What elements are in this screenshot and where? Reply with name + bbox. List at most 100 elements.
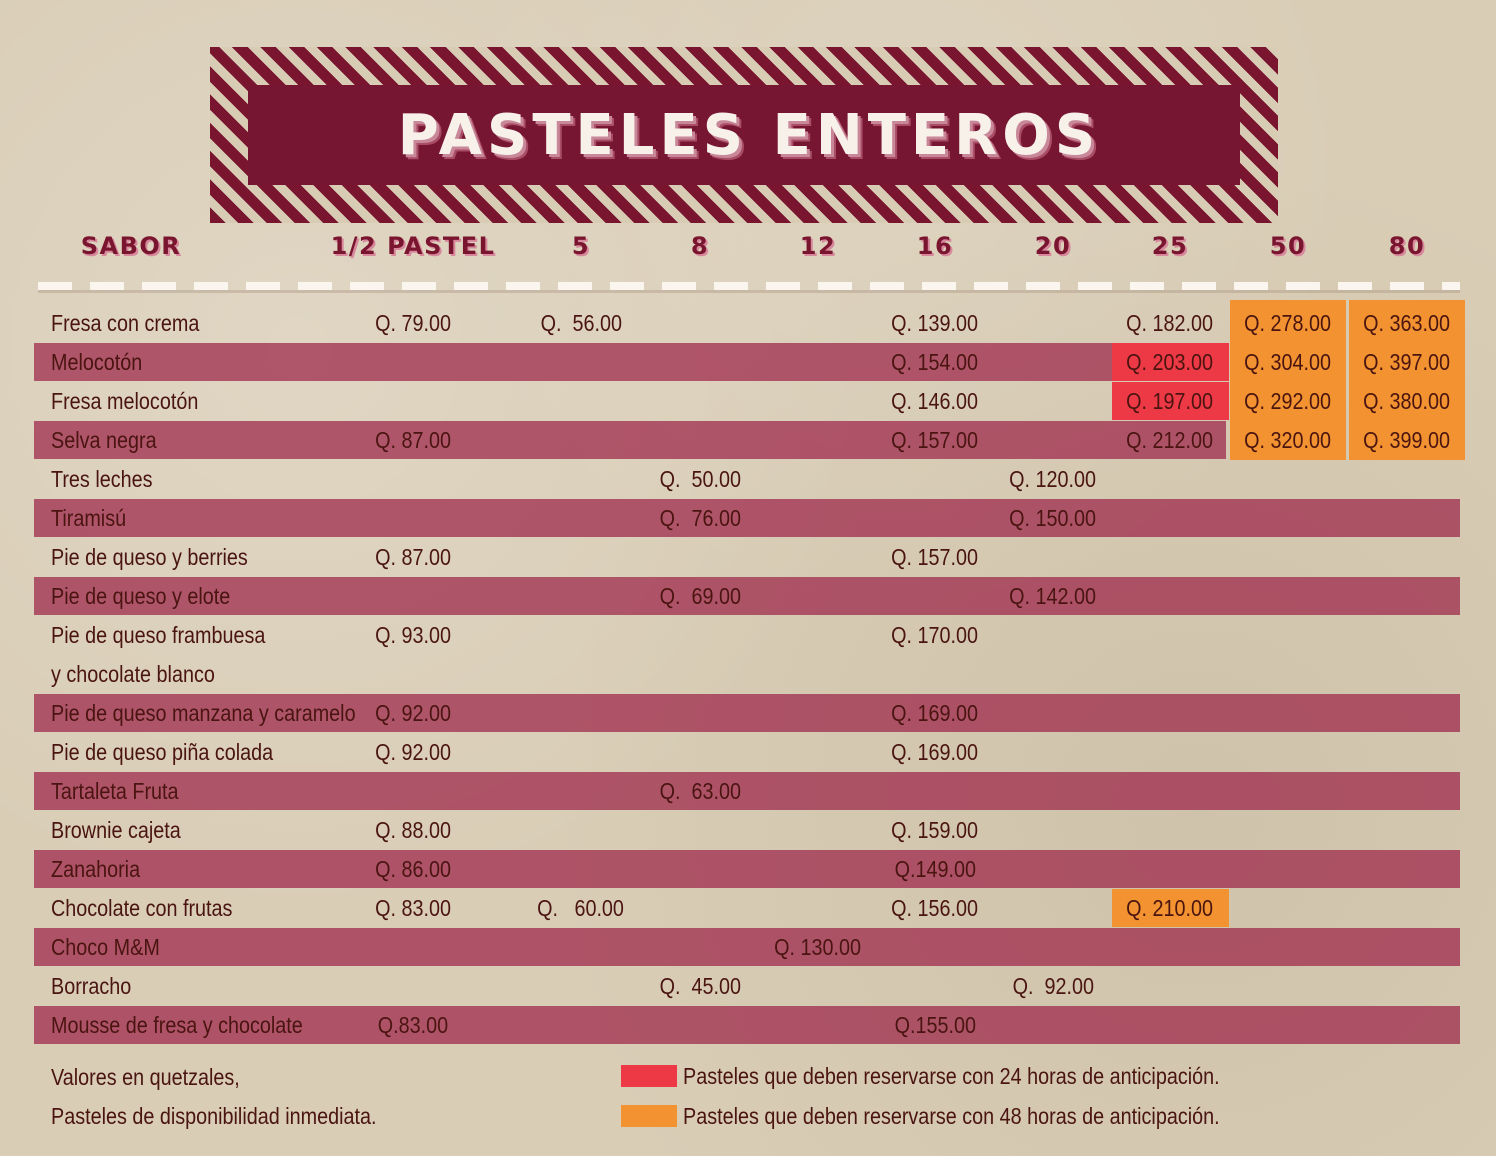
flavor-name: Tiramisú: [51, 505, 127, 531]
price-value: Q. 170.00: [891, 621, 979, 648]
table-row: Fresa con crema: [34, 304, 1460, 342]
price-cell-p25: Q. 182.00: [1112, 304, 1229, 342]
price-value: Q. 69.00: [659, 582, 741, 609]
price-cell-p16: Q. 170.00: [877, 616, 994, 654]
price-cell-p80-orange: Q. 397.00: [1348, 343, 1465, 381]
price-cell-p16: Q. 154.00: [877, 343, 994, 381]
price-value: Q. 157.00: [891, 543, 979, 570]
table-row: Chocolate con frutas: [34, 889, 1460, 927]
price-cell-p8: Q. 76.00: [642, 499, 759, 537]
flavor-name: Zanahoria: [51, 856, 141, 882]
price-cell-p50-orange: Q. 278.00: [1229, 304, 1346, 342]
price-value: Q. 399.00: [1363, 426, 1450, 453]
price-cell-half: Q. 79.00: [355, 304, 472, 342]
price-value: Q. 60.00: [537, 894, 625, 921]
price-value: Q. 79.00: [375, 309, 451, 336]
price-value: Q. 88.00: [375, 816, 451, 843]
title-banner: PASTELES ENTEROS: [210, 47, 1278, 223]
price-cell-p80-orange: Q. 380.00: [1348, 382, 1465, 420]
price-value: Q. 92.00: [375, 699, 451, 726]
table-row: Tartaleta Fruta: [34, 772, 1460, 810]
price-cell-p25: Q. 212.00: [1112, 421, 1229, 459]
legend-label-48h: Pasteles que deben reservarse con 48 hor…: [683, 1102, 1220, 1129]
legend-item-48h: Pasteles que deben reservarse con 48 hor…: [621, 1102, 1307, 1129]
price-value: Q. 83.00: [375, 894, 451, 921]
price-value: Q. 169.00: [891, 738, 979, 765]
flavor-name-line2: y chocolate blanco: [51, 661, 215, 687]
flavor-name: Pie de queso manzana y caramelo: [51, 700, 356, 726]
column-header-row: SABOR 1/2 PASTEL 5 8 12 16 20 25 50 80: [0, 232, 1496, 272]
price-cell-p16: Q. 159.00: [877, 811, 994, 849]
price-cell-p80-orange: Q. 363.00: [1348, 304, 1465, 342]
table-row: Mousse de fresa y chocolate: [34, 1006, 1460, 1044]
table-row: Zanahoria: [34, 850, 1460, 888]
flavor-name: Pie de queso frambuesa: [51, 622, 266, 648]
legend-swatch-red: [621, 1065, 677, 1087]
table-row: Pie de queso y berries: [34, 538, 1460, 576]
price-cell-p25-orange: Q. 210.00: [1111, 889, 1229, 927]
price-cell-p16: Q. 157.00: [877, 421, 994, 459]
price-cell-p16: Q. 169.00: [877, 694, 994, 732]
price-cell-p50-orange: Q. 292.00: [1229, 382, 1346, 420]
table-row: Fresa melocotón: [34, 382, 1460, 420]
price-cell-p16: Q. 139.00: [877, 304, 994, 342]
flavor-name: Brownie cajeta: [51, 817, 181, 843]
column-header-8: 8: [690, 232, 710, 260]
column-header-sabor: SABOR: [80, 232, 182, 260]
table-row: Melocotón: [34, 343, 1226, 381]
price-cell-half: Q. 87.00: [355, 538, 472, 576]
page-title: PASTELES ENTEROS: [397, 102, 1101, 168]
legend-label-24h: Pasteles que deben reservarse con 24 hor…: [683, 1062, 1220, 1089]
price-cell-p20: Q. 150.00: [995, 499, 1112, 537]
table-row: Tres leches: [34, 460, 1460, 498]
column-header-20: 20: [1034, 232, 1072, 260]
price-value: Q. 63.00: [659, 777, 741, 804]
price-value: Q. 156.00: [891, 894, 979, 921]
price-cell-p80-orange: Q. 399.00: [1348, 421, 1465, 459]
flavor-name: Fresa con crema: [51, 310, 200, 336]
price-cell-p16: Q.155.00: [877, 1006, 994, 1044]
price-value: Q. 292.00: [1244, 387, 1331, 414]
price-value: Q. 157.00: [891, 426, 979, 453]
price-value: Q. 169.00: [891, 699, 979, 726]
price-cell-half: Q. 88.00: [355, 811, 472, 849]
price-cell-p5: Q. 56.00: [523, 304, 640, 342]
price-cell-p20: Q. 120.00: [995, 460, 1112, 498]
table-row: Pie de queso manzana y caramelo: [34, 694, 1460, 732]
price-cell-half: Q. 87.00: [355, 421, 472, 459]
price-value: Q. 92.00: [375, 738, 451, 765]
table-row: Pie de queso y elote: [34, 577, 1460, 615]
price-value: Q. 45.00: [659, 972, 741, 999]
price-value: Q. 212.00: [1126, 426, 1214, 453]
price-value: Q. 182.00: [1126, 309, 1214, 336]
price-cell-p12: Q. 130.00: [760, 928, 877, 966]
price-value: Q. 92.00: [1012, 972, 1094, 999]
column-header-16: 16: [916, 232, 954, 260]
price-value: Q. 120.00: [1009, 465, 1097, 492]
price-value: Q.83.00: [377, 1011, 449, 1038]
flavor-name: Tartaleta Fruta: [51, 778, 179, 804]
flavor-name: Choco M&M: [51, 934, 160, 960]
price-cell-p16: Q. 169.00: [877, 733, 994, 771]
price-value: Q.155.00: [894, 1011, 976, 1038]
price-cell-half: Q. 92.00: [355, 694, 472, 732]
column-header-50: 50: [1269, 232, 1307, 260]
flavor-name: Pie de queso y elote: [51, 583, 231, 609]
price-value: Q. 56.00: [540, 309, 622, 336]
flavor-name: Tres leches: [51, 466, 153, 492]
price-value: Q. 86.00: [375, 855, 451, 882]
table-row: Selva negra: [34, 421, 1226, 459]
price-cell-p25-red: Q. 203.00: [1111, 343, 1229, 381]
price-value: Q. 210.00: [1126, 894, 1214, 921]
price-cell-p50-orange: Q. 320.00: [1229, 421, 1346, 459]
price-value: Q.149.00: [894, 855, 976, 882]
flavor-name: Mousse de fresa y chocolate: [51, 1012, 303, 1038]
flavor-name: Melocotón: [51, 349, 143, 375]
column-header-80: 80: [1388, 232, 1426, 260]
price-cell-p16: Q. 156.00: [877, 889, 994, 927]
price-cell-p8: Q. 45.00: [642, 967, 759, 1005]
flavor-name: Pie de queso y berries: [51, 544, 248, 570]
table-row: Pie de queso frambuesa: [34, 616, 1460, 654]
price-value: Q. 87.00: [375, 543, 451, 570]
legend-swatch-orange: [621, 1105, 677, 1127]
